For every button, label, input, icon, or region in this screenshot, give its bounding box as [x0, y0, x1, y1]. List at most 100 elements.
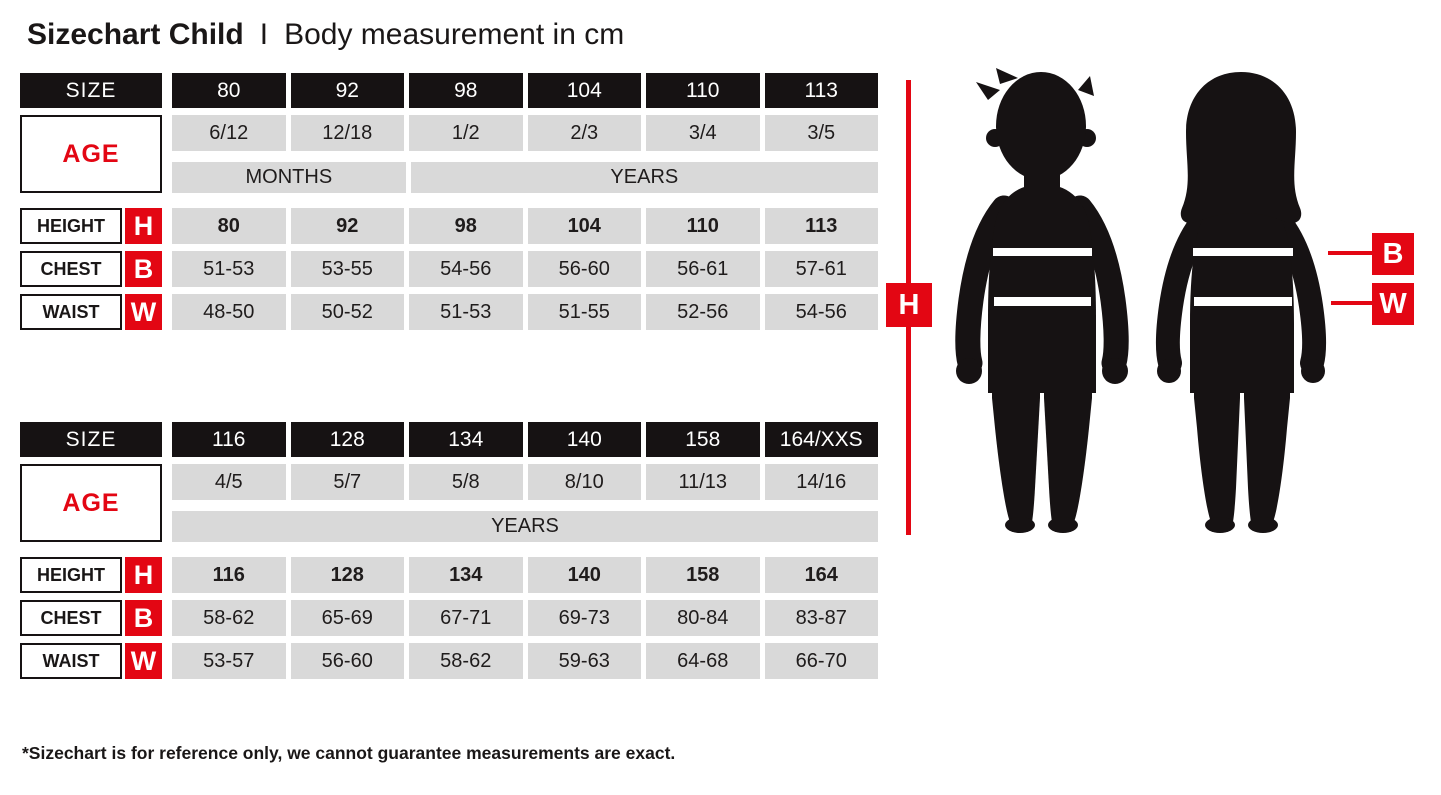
chest-cell: 65-69 — [290, 600, 404, 636]
height-row: HEIGHT H 116 128 134 140 158 164 — [20, 557, 878, 593]
age-cell: 14/16 — [764, 464, 878, 500]
age-cell: 5/7 — [290, 464, 404, 500]
sizechart-table-small: SIZE 80 92 98 104 110 113 AGE 6/12 12/18… — [20, 73, 878, 337]
waist-row: WAIST W 53-57 56-60 58-62 59-63 64-68 66… — [20, 643, 878, 679]
age-cell: 4/5 — [172, 464, 286, 500]
height-row-header: HEIGHT — [20, 557, 122, 593]
age-cell: 8/10 — [527, 464, 641, 500]
height-cell: 134 — [409, 557, 523, 593]
chest-marker-badge: B — [125, 251, 162, 287]
age-cell: 2/3 — [527, 115, 641, 151]
chest-cell: 58-62 — [172, 600, 286, 636]
size-row: SIZE 116 128 134 140 158 164/XXS — [20, 422, 878, 457]
size-cell: 98 — [409, 73, 523, 108]
age-unit-band-years: YEARS — [172, 511, 878, 542]
size-row: SIZE 80 92 98 104 110 113 — [20, 73, 878, 108]
chest-cell: 56-60 — [527, 251, 641, 287]
size-cell: 92 — [290, 73, 404, 108]
waist-cell: 58-62 — [409, 643, 523, 679]
waist-cell: 66-70 — [764, 643, 878, 679]
chest-row: CHEST B 51-53 53-55 54-56 56-60 56-61 57… — [20, 251, 878, 287]
age-cell: 6/12 — [172, 115, 286, 151]
age-row-header: AGE — [20, 115, 162, 193]
height-cell: 110 — [646, 208, 760, 244]
size-cell: 110 — [646, 73, 760, 108]
age-cell: 3/5 — [764, 115, 878, 151]
waist-cell: 50-52 — [290, 294, 404, 330]
sizechart-table-large: SIZE 116 128 134 140 158 164/XXS AGE 4/5… — [20, 422, 878, 686]
chest-cell: 56-61 — [646, 251, 760, 287]
height-cell: 80 — [172, 208, 286, 244]
age-unit-band-months: MONTHS — [172, 162, 406, 193]
age-cell: 1/2 — [409, 115, 523, 151]
page-title-subtitle: Body measurement in cm — [284, 18, 625, 51]
height-cell: 98 — [409, 208, 523, 244]
waist-marker-badge: W — [125, 294, 162, 330]
height-cell: 158 — [646, 557, 760, 593]
waist-cell: 64-68 — [646, 643, 760, 679]
waist-measure-line — [1331, 301, 1374, 305]
chest-cell: 80-84 — [646, 600, 760, 636]
waist-cell: 54-56 — [764, 294, 878, 330]
height-cell: 140 — [527, 557, 641, 593]
chest-cell: 57-61 — [764, 251, 878, 287]
age-row: AGE 6/12 12/18 1/2 2/3 3/4 3/5 MONTHS YE… — [20, 115, 878, 193]
waist-cell: 56-60 — [290, 643, 404, 679]
height-row-header: HEIGHT — [20, 208, 122, 244]
waist-cell: 53-57 — [172, 643, 286, 679]
chest-cell: 51-53 — [172, 251, 286, 287]
size-cell: 140 — [527, 422, 641, 457]
size-cell: 104 — [527, 73, 641, 108]
height-marker-badge: H — [125, 208, 162, 244]
waist-cell: 59-63 — [527, 643, 641, 679]
page-title-main: Sizechart Child — [27, 18, 244, 51]
age-cell: 5/8 — [409, 464, 523, 500]
title-separator: I — [259, 18, 269, 51]
size-cell: 158 — [646, 422, 760, 457]
chest-row-header: CHEST — [20, 251, 122, 287]
height-cell: 164 — [764, 557, 878, 593]
waist-cell: 51-53 — [409, 294, 523, 330]
girl-silhouette — [1155, 72, 1327, 533]
waist-cell: 51-55 — [527, 294, 641, 330]
waist-cell: 52-56 — [646, 294, 760, 330]
chest-cell: 67-71 — [409, 600, 523, 636]
size-cell: 164/XXS — [764, 422, 878, 457]
chest-marker-badge: B — [125, 600, 162, 636]
age-unit-band-years: YEARS — [410, 162, 878, 193]
height-cell: 92 — [290, 208, 404, 244]
age-row: AGE 4/5 5/7 5/8 8/10 11/13 14/16 YEARS — [20, 464, 878, 542]
chest-cell: 53-55 — [290, 251, 404, 287]
size-cell: 128 — [290, 422, 404, 457]
size-cell: 113 — [764, 73, 878, 108]
waist-cell: 48-50 — [172, 294, 286, 330]
height-marker-badge: H — [125, 557, 162, 593]
chest-cell: 83-87 — [764, 600, 878, 636]
height-row: HEIGHT H 80 92 98 104 110 113 — [20, 208, 878, 244]
page-title: Sizechart Child I Body measurement in cm — [27, 18, 624, 52]
age-row-header: AGE — [20, 464, 162, 542]
size-cell: 80 — [172, 73, 286, 108]
footnote: *Sizechart is for reference only, we can… — [22, 743, 676, 763]
size-row-header: SIZE — [20, 73, 162, 108]
waist-marker-figure: W — [1372, 283, 1414, 325]
waist-row-header: WAIST — [20, 294, 122, 330]
waist-row: WAIST W 48-50 50-52 51-53 51-55 52-56 54… — [20, 294, 878, 330]
size-cell: 116 — [172, 422, 286, 457]
chest-row: CHEST B 58-62 65-69 67-71 69-73 80-84 83… — [20, 600, 878, 636]
height-cell: 128 — [290, 557, 404, 593]
waist-row-header: WAIST — [20, 643, 122, 679]
chest-cell: 54-56 — [409, 251, 523, 287]
waist-marker-badge: W — [125, 643, 162, 679]
size-cell: 134 — [409, 422, 523, 457]
chest-cell: 69-73 — [527, 600, 641, 636]
age-cell: 3/4 — [646, 115, 760, 151]
height-cell: 116 — [172, 557, 286, 593]
boy-silhouette — [955, 68, 1129, 533]
age-cell: 12/18 — [290, 115, 404, 151]
size-row-header: SIZE — [20, 422, 162, 457]
height-marker-figure: H — [886, 283, 932, 327]
chest-measure-line — [1328, 251, 1374, 255]
height-cell: 113 — [764, 208, 878, 244]
chest-row-header: CHEST — [20, 600, 122, 636]
